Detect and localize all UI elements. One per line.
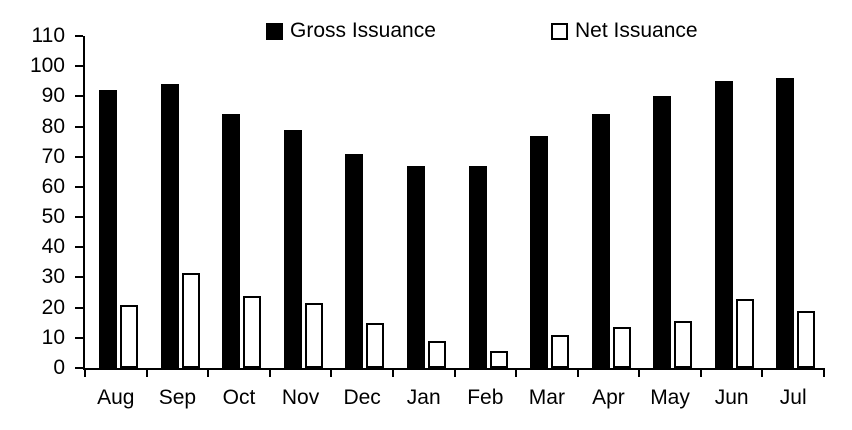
y-axis-tick <box>75 246 83 249</box>
y-axis-tick <box>75 95 83 98</box>
bar-net-issuance-nov <box>304 303 323 368</box>
bar-gross-issuance-dec <box>345 153 364 368</box>
bar-net-issuance-sep <box>181 272 200 368</box>
y-axis-label: 40 <box>41 235 65 259</box>
bar-net-issuance-oct <box>243 295 262 368</box>
bar-gross-issuance-feb <box>468 165 487 368</box>
x-axis-label-mar: Mar <box>528 386 565 409</box>
bar-net-issuance-jan <box>427 340 446 368</box>
x-axis-label-jun: Jun <box>714 386 749 409</box>
y-axis-tick <box>75 336 83 339</box>
x-axis-label-nov: Nov <box>281 386 320 409</box>
x-axis-label-feb: Feb <box>467 386 504 409</box>
y-axis-label: 100 <box>29 54 65 78</box>
bar-net-issuance-aug <box>120 304 138 368</box>
y-axis-tick <box>75 276 83 279</box>
bar-gross-issuance-nov <box>283 129 302 368</box>
y-axis-label: 60 <box>41 174 65 198</box>
y-axis-label: 20 <box>41 295 65 319</box>
x-axis-tick <box>207 368 210 377</box>
bar-net-issuance-jul <box>797 310 816 368</box>
x-axis-tick <box>515 368 518 377</box>
x-axis-label-may: May <box>650 386 690 409</box>
bar-net-issuance-may <box>674 321 693 368</box>
x-axis-tick <box>699 368 702 377</box>
bar-net-issuance-feb <box>489 351 508 368</box>
y-axis-tick <box>75 216 83 219</box>
x-axis-tick <box>84 368 86 377</box>
x-axis-label-jul: Jul <box>779 386 807 409</box>
y-axis-tick <box>75 367 83 369</box>
x-axis-tick <box>823 368 825 377</box>
x-axis-label-apr: Apr <box>592 386 625 409</box>
bar-gross-issuance-jan <box>406 165 425 368</box>
y-axis-label: 90 <box>41 84 65 108</box>
y-axis-tick <box>75 65 83 68</box>
bar-gross-issuance-oct <box>222 114 241 368</box>
y-axis-tick <box>75 185 83 188</box>
x-axis-tick <box>576 368 579 377</box>
bar-gross-issuance-aug <box>99 90 117 368</box>
bar-gross-issuance-apr <box>591 114 610 368</box>
bar-gross-issuance-mar <box>530 135 549 368</box>
y-axis-label: 80 <box>41 114 65 138</box>
x-axis-label-oct: Oct <box>222 386 256 409</box>
y-axis-tick <box>75 306 83 309</box>
net-issuance-legend-label: Net Issuance <box>575 19 698 42</box>
bar-net-issuance-mar <box>551 334 570 368</box>
x-axis-tick <box>391 368 394 377</box>
legend-item-net-issuance: Net Issuance <box>551 19 698 43</box>
x-axis-tick <box>268 368 271 377</box>
bar-net-issuance-jun <box>735 298 754 368</box>
x-axis-tick <box>638 368 641 377</box>
y-axis-tick <box>75 155 83 158</box>
y-axis-label: 0 <box>53 356 65 379</box>
x-axis-tick <box>453 368 456 377</box>
gross-issuance-swatch <box>266 22 283 40</box>
y-axis-label: 30 <box>41 265 65 289</box>
y-axis-label: 110 <box>31 24 65 47</box>
legend-item-gross-issuance: Gross Issuance <box>266 19 436 43</box>
x-axis-tick <box>761 368 764 377</box>
bar-gross-issuance-sep <box>160 84 179 368</box>
bar-net-issuance-apr <box>612 327 631 368</box>
gross-issuance-legend-label: Gross Issuance <box>290 19 436 42</box>
x-axis-label-sep: Sep <box>158 386 197 409</box>
x-axis-label-jan: Jan <box>406 386 441 409</box>
plot-area: 0 10 20 30 40 50 60 70 80 90 100 110 Aug Sep Oct Nov Dec… <box>30 25 825 409</box>
bar-gross-issuance-jun <box>714 81 733 368</box>
x-axis-label-dec: Dec <box>343 386 381 409</box>
net-issuance-swatch <box>551 22 568 40</box>
y-axis-tick <box>75 125 83 128</box>
x-axis-tick <box>145 368 148 377</box>
y-axis-label: 10 <box>41 325 65 349</box>
x-axis-tick <box>330 368 333 377</box>
bar-gross-issuance-jul <box>776 78 795 368</box>
y-axis-label: 50 <box>41 205 65 229</box>
bar-gross-issuance-may <box>653 96 672 368</box>
x-axis-label-aug: Aug <box>97 386 135 409</box>
y-axis-label: 70 <box>41 144 65 168</box>
y-axis-tick <box>75 35 83 37</box>
bar-net-issuance-dec <box>366 322 385 368</box>
